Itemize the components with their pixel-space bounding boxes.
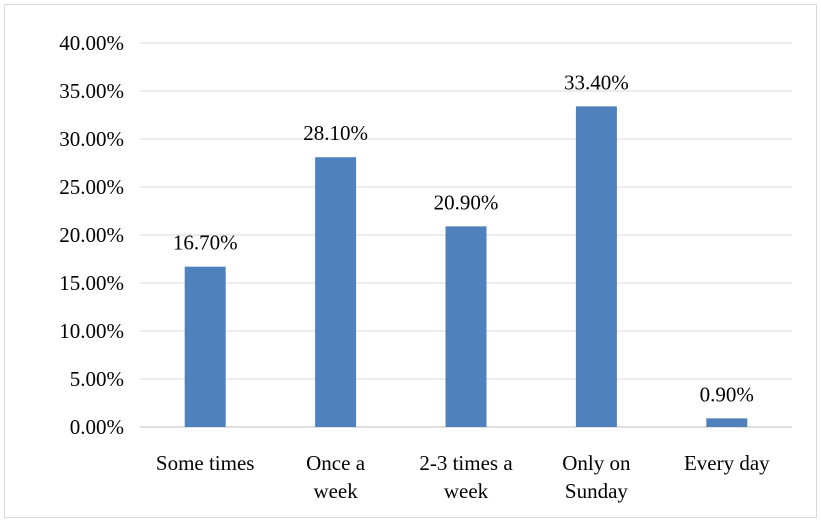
y-tick-label: 15.00% bbox=[59, 271, 124, 295]
category-label-line: Some times bbox=[156, 451, 255, 475]
y-tick-label: 40.00% bbox=[59, 31, 124, 55]
y-tick-label: 30.00% bbox=[59, 127, 124, 151]
y-tick-label: 0.00% bbox=[70, 415, 124, 439]
data-label: 33.40% bbox=[564, 70, 629, 94]
category-label: Once a week bbox=[306, 451, 366, 503]
category-label-line: Only on bbox=[562, 451, 631, 475]
gridlines bbox=[140, 42, 792, 428]
y-tick-label: 25.00% bbox=[59, 175, 124, 199]
category-label-line: Once a bbox=[306, 451, 366, 475]
data-label: 0.90% bbox=[700, 382, 754, 406]
y-tick-label: 10.00% bbox=[59, 319, 124, 343]
bar bbox=[184, 266, 226, 427]
category-label: Every day bbox=[684, 451, 770, 475]
bar bbox=[315, 157, 357, 428]
data-label: 16.70% bbox=[173, 231, 238, 255]
bar bbox=[706, 418, 748, 427]
chart-frame bbox=[4, 4, 817, 518]
y-tick-label: 5.00% bbox=[70, 367, 124, 391]
bars bbox=[184, 106, 748, 428]
category-label: Some times bbox=[156, 451, 255, 475]
category-label-line: week bbox=[444, 479, 489, 503]
category-label-line: week bbox=[313, 479, 358, 503]
category-label-line: Every day bbox=[684, 451, 770, 475]
x-axis-category-labels: Some times Once a week 2-3 times a week Only … bbox=[156, 451, 770, 503]
y-tick-label: 35.00% bbox=[59, 79, 124, 103]
bar bbox=[575, 106, 617, 428]
y-tick-label: 20.00% bbox=[59, 223, 124, 247]
bar bbox=[445, 226, 487, 427]
category-label-line: 2-3 times a bbox=[419, 451, 513, 475]
data-label: 20.90% bbox=[434, 190, 499, 214]
data-label: 28.10% bbox=[303, 121, 368, 145]
y-axis-tick-labels: 0.00% 5.00% 10.00% 15.00% 20.00% 25.00% 30.00%… bbox=[59, 31, 124, 439]
category-label-line: Sunday bbox=[565, 479, 629, 503]
category-label: Only on Sunday bbox=[562, 451, 631, 503]
category-label: 2-3 times a week bbox=[419, 451, 513, 503]
data-labels: 16.70% 28.10% 20.90% 33.40% 0.90% bbox=[173, 70, 754, 406]
